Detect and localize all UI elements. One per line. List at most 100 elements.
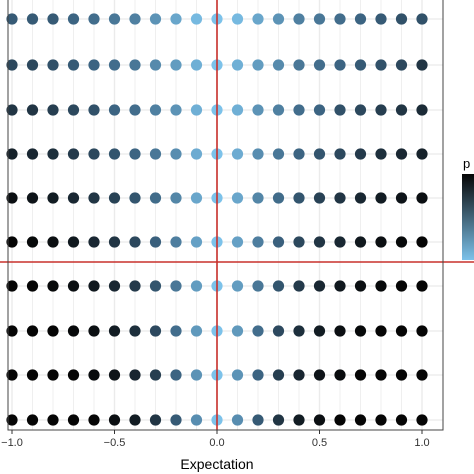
data-point <box>375 192 387 204</box>
legend-title: p <box>463 156 470 171</box>
data-point <box>88 59 100 71</box>
data-point <box>272 104 285 116</box>
data-point <box>190 59 203 71</box>
data-point <box>252 192 264 204</box>
data-point <box>129 325 141 337</box>
data-point <box>149 104 162 116</box>
data-point <box>26 325 39 337</box>
data-point <box>6 148 18 160</box>
data-point <box>375 13 387 25</box>
data-point <box>170 192 182 204</box>
data-point <box>313 369 326 381</box>
data-point <box>108 325 121 337</box>
x-axis-ticks: −1.0 −0.5 0.0 0.5 1.0 <box>1 430 430 449</box>
data-point <box>354 369 367 381</box>
data-point <box>47 104 59 116</box>
data-point <box>252 148 264 160</box>
data-point <box>190 13 203 25</box>
data-point <box>334 280 346 292</box>
data-point <box>354 148 367 160</box>
data-point <box>252 369 264 381</box>
data-point <box>129 192 141 204</box>
data-point <box>416 280 428 292</box>
data-point <box>67 59 80 71</box>
data-point <box>67 369 80 381</box>
data-point <box>231 414 244 426</box>
data-point <box>190 414 203 426</box>
data-point <box>129 414 141 426</box>
data-point <box>129 59 141 71</box>
data-point <box>47 236 59 248</box>
data-point <box>313 236 326 248</box>
data-point <box>231 236 244 248</box>
data-point <box>47 192 59 204</box>
data-point <box>231 369 244 381</box>
data-point <box>395 104 408 116</box>
data-point <box>47 148 59 160</box>
data-point <box>395 192 408 204</box>
data-point <box>6 325 18 337</box>
data-point <box>88 192 100 204</box>
data-point <box>334 148 346 160</box>
data-point <box>108 59 121 71</box>
data-point <box>272 325 285 337</box>
data-point <box>334 325 346 337</box>
data-point <box>231 192 244 204</box>
data-point <box>252 280 264 292</box>
data-point <box>26 414 39 426</box>
data-point <box>231 148 244 160</box>
data-point <box>47 280 59 292</box>
data-point <box>108 369 121 381</box>
data-point <box>395 236 408 248</box>
data-point <box>293 13 305 25</box>
data-point <box>272 192 285 204</box>
data-point <box>293 280 305 292</box>
data-point <box>313 13 326 25</box>
data-point <box>108 104 121 116</box>
data-point <box>334 414 346 426</box>
data-point <box>6 369 18 381</box>
data-point <box>47 325 59 337</box>
data-point <box>354 236 367 248</box>
data-point <box>170 369 182 381</box>
data-point <box>272 59 285 71</box>
data-point <box>88 280 100 292</box>
data-point <box>67 192 80 204</box>
data-point <box>88 325 100 337</box>
data-point <box>272 236 285 248</box>
data-point <box>293 148 305 160</box>
reference-lines <box>0 0 474 430</box>
data-point <box>26 59 39 71</box>
data-point <box>67 148 80 160</box>
data-point <box>170 236 182 248</box>
data-point <box>416 148 428 160</box>
data-point <box>108 192 121 204</box>
data-point <box>293 59 305 71</box>
data-point <box>354 325 367 337</box>
data-point <box>375 148 387 160</box>
data-point <box>416 236 428 248</box>
data-point <box>375 280 387 292</box>
data-point <box>67 325 80 337</box>
data-point <box>149 192 162 204</box>
data-point <box>6 13 18 25</box>
data-point <box>354 414 367 426</box>
data-point <box>252 325 264 337</box>
data-point <box>354 280 367 292</box>
data-point <box>231 59 244 71</box>
data-point <box>129 13 141 25</box>
data-point <box>149 59 162 71</box>
data-point <box>354 104 367 116</box>
data-point <box>231 325 244 337</box>
data-point <box>129 104 141 116</box>
data-point <box>272 414 285 426</box>
data-point <box>272 13 285 25</box>
data-point <box>313 148 326 160</box>
data-point <box>293 236 305 248</box>
data-point <box>108 148 121 160</box>
data-point <box>395 13 408 25</box>
data-point <box>252 104 264 116</box>
data-point <box>416 104 428 116</box>
data-point <box>375 369 387 381</box>
